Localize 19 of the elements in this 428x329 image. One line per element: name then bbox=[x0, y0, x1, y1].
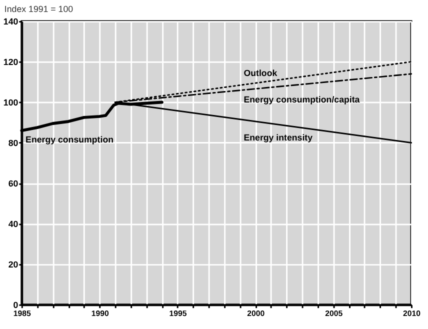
y-tick-label: 20 bbox=[8, 260, 18, 270]
y-tick-label: 120 bbox=[3, 57, 18, 68]
series-label: Outlook bbox=[244, 68, 278, 78]
x-tick-label: 2000 bbox=[247, 308, 266, 318]
x-tick-label: 2005 bbox=[325, 308, 344, 318]
y-tick-label: 80 bbox=[8, 138, 18, 148]
y-tick-label: 0 bbox=[13, 300, 18, 310]
series-label: Energy intensity bbox=[244, 132, 313, 142]
x-tick-label: 1990 bbox=[91, 308, 110, 318]
series-label: Energy consumption bbox=[26, 134, 114, 145]
y-tick-label: 60 bbox=[8, 178, 18, 189]
x-tick-label: 1995 bbox=[169, 308, 188, 318]
y-tick-label: 40 bbox=[8, 219, 18, 230]
y-tick-label: 100 bbox=[3, 98, 18, 108]
series-label: Energy consumption/capita bbox=[244, 94, 360, 105]
x-tick-label: 1985 bbox=[13, 308, 32, 318]
y-axis-title: Index 1991 = 100 bbox=[4, 4, 74, 14]
x-tick-label: 2010 bbox=[403, 308, 422, 318]
y-tick-label: 140 bbox=[3, 16, 18, 27]
